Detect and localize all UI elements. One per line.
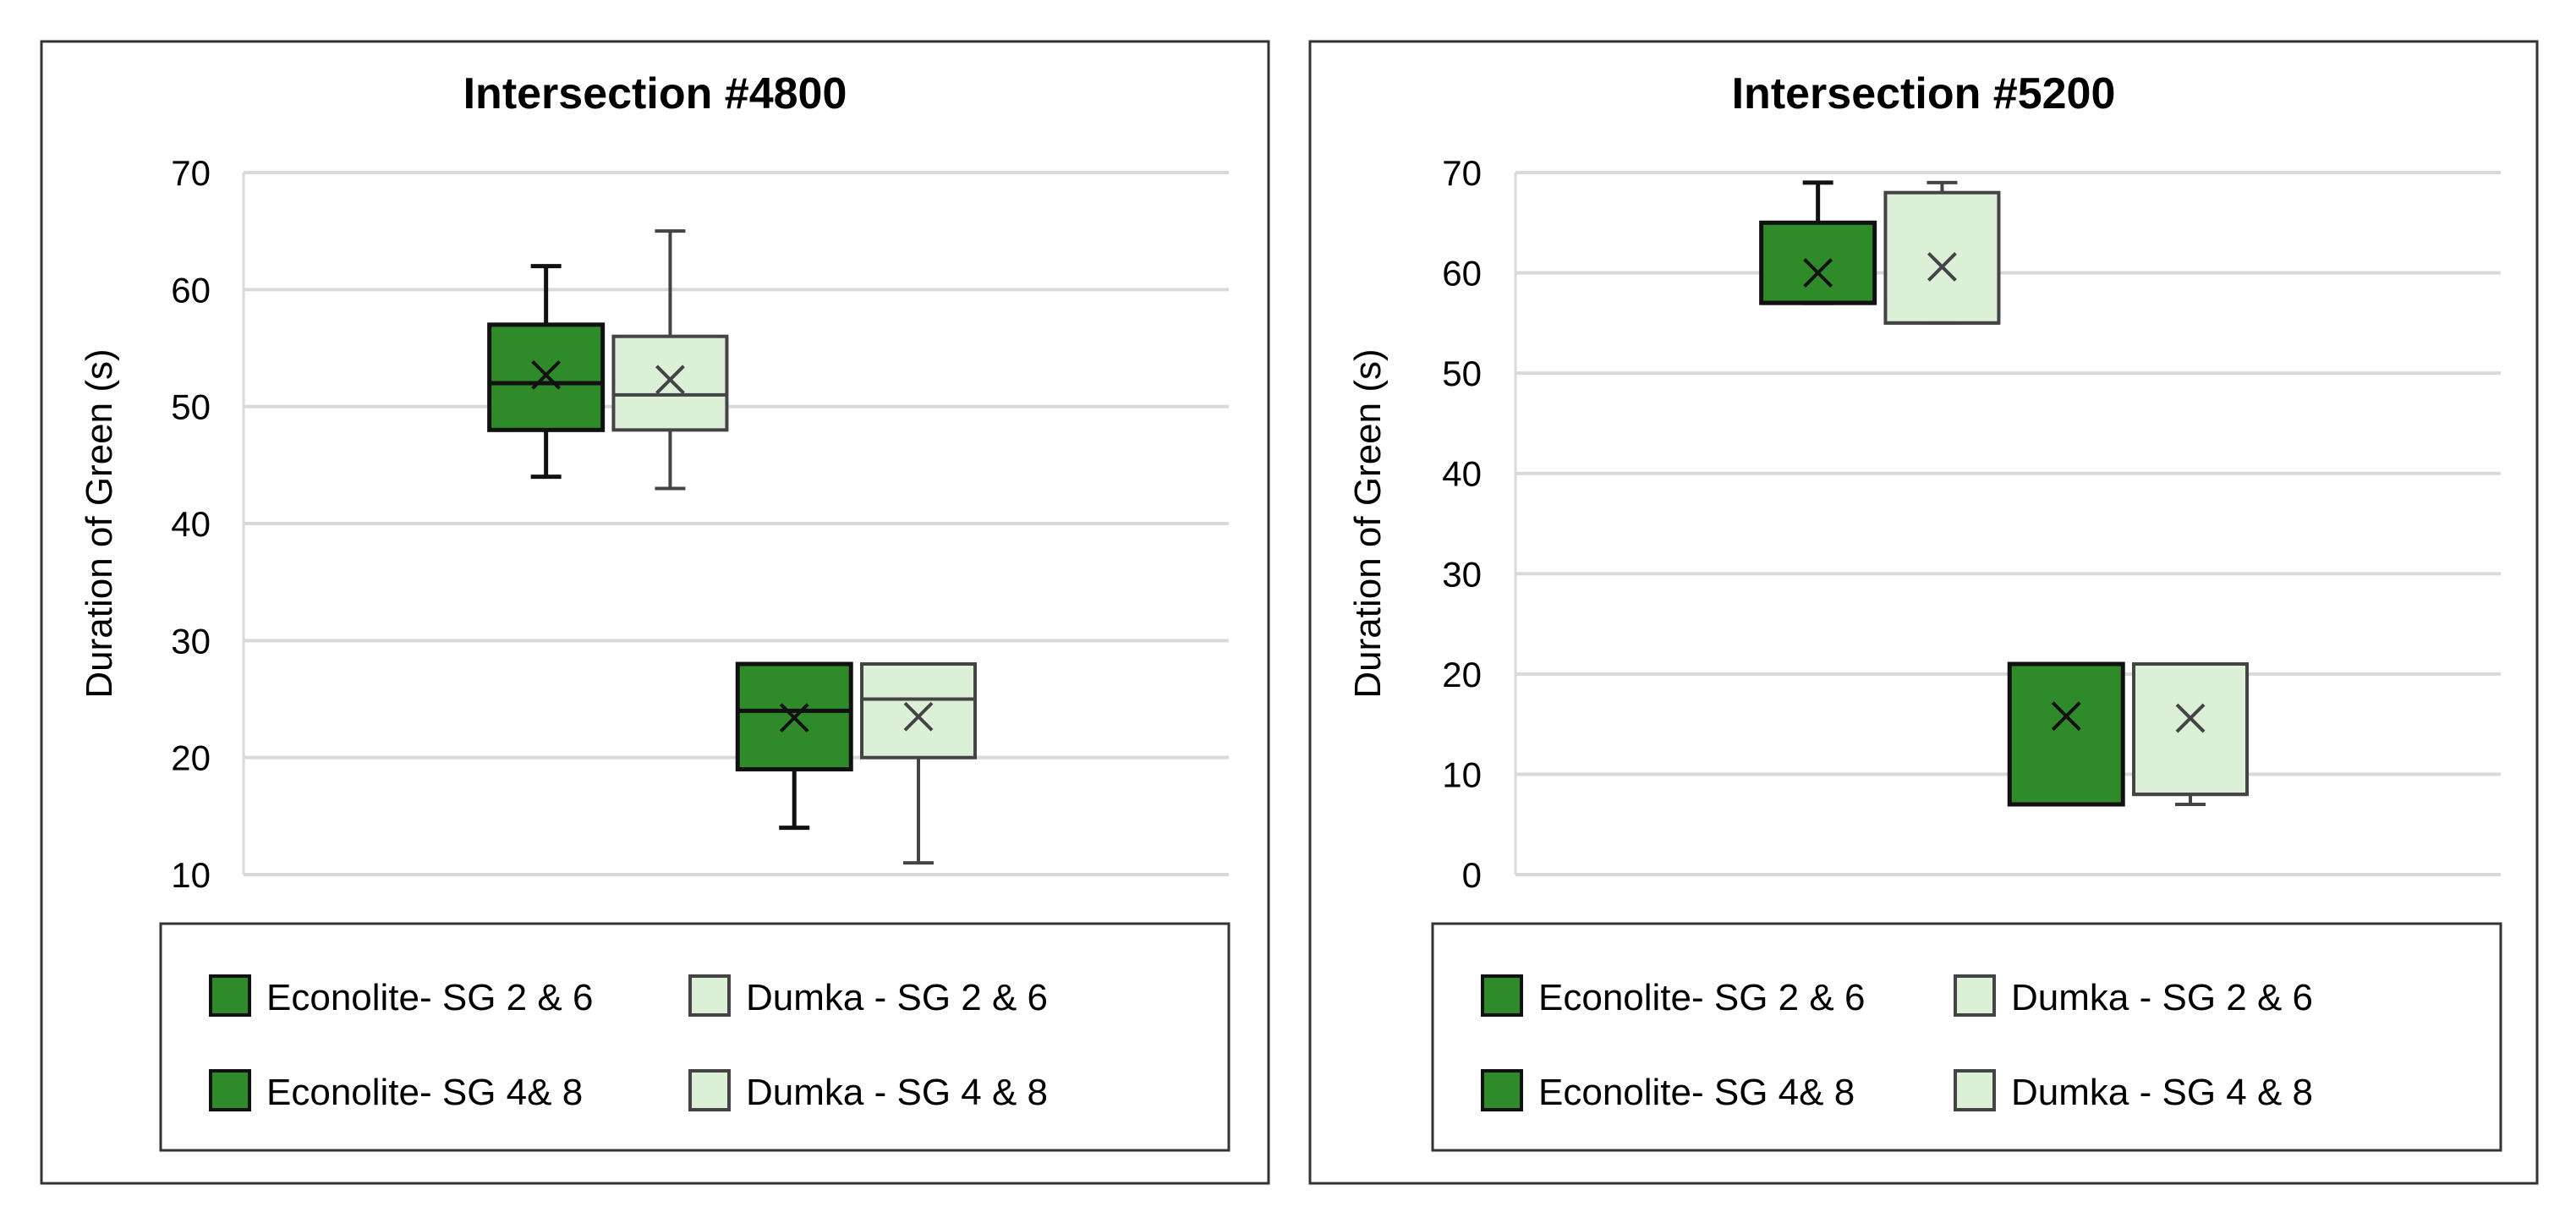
chart-panel-1: Intersection #4800 10 20 30 40 50 60 70 Duration…	[40, 40, 1270, 1185]
legend-swatch-dumka	[688, 1069, 731, 1111]
y-axis-label: Duration of Green (s)	[1347, 348, 1389, 698]
legend-label: Dumka - SG 2 & 6	[746, 977, 1048, 1018]
box-iqr	[1759, 220, 1877, 305]
legend-swatch-econolite	[1481, 974, 1523, 1017]
mean-marker-x	[2175, 703, 2206, 733]
box-iqr	[2132, 662, 2250, 797]
box-econolite-0	[1759, 180, 1877, 305]
legend-box	[1431, 922, 2502, 1152]
chart-title: Intersection #5200	[1732, 69, 2116, 118]
box-dumka-3	[860, 662, 978, 865]
legend-label: Dumka - SG 4 & 8	[2011, 1072, 2313, 1113]
box-dumka-1	[1883, 180, 2001, 325]
legend: Econolite- SG 2 & 6 Dumka - SG 2 & 6 Econo…	[1431, 922, 2502, 1152]
y-tick-label: 20	[171, 738, 211, 778]
box-iqr	[611, 334, 729, 432]
y-tick-label: 40	[1442, 454, 1482, 494]
box-dumka-3	[2132, 662, 2250, 806]
y-tick-label: 50	[171, 387, 211, 427]
y-tick-label: 70	[171, 153, 211, 193]
y-tick-label: 10	[171, 855, 211, 895]
y-axis-label: Duration of Green (s)	[79, 348, 120, 698]
legend-label: Econolite- SG 4& 8	[266, 1072, 583, 1113]
y-tick-label: 40	[171, 504, 211, 544]
box-econolite-0	[487, 264, 606, 480]
legend-label: Econolite- SG 2 & 6	[1538, 977, 1865, 1018]
y-tick-label: 70	[1442, 153, 1482, 193]
y-tick-label: 60	[1442, 254, 1482, 294]
legend-swatch-dumka	[1954, 1069, 1996, 1111]
y-tick-label: 60	[171, 270, 211, 310]
y-tick-label: 30	[171, 621, 211, 661]
box-iqr	[860, 662, 978, 760]
legend-box	[159, 922, 1230, 1152]
legend-swatch-econolite	[1481, 1069, 1523, 1111]
y-tick-label: 30	[1442, 554, 1482, 594]
mean-marker-x	[1803, 258, 1833, 288]
legend: Econolite- SG 2 & 6 Dumka - SG 2 & 6 Econo…	[159, 922, 1230, 1152]
chart-title: Intersection #4800	[463, 69, 847, 118]
mean-marker-x	[2051, 701, 2081, 732]
legend-swatch-dumka	[688, 974, 731, 1017]
legend-label: Econolite- SG 2 & 6	[266, 977, 593, 1018]
box-econolite-2	[735, 661, 853, 831]
mean-marker-x	[655, 365, 685, 395]
mean-marker-x	[903, 701, 934, 732]
chart-panel-2: Intersection #5200 0 10 20 30 40 50 60 70 Duratio…	[1308, 40, 2539, 1185]
mean-marker-x	[1927, 252, 1957, 282]
box-dumka-1	[611, 229, 729, 491]
y-tick-label: 20	[1442, 655, 1482, 694]
legend-label: Econolite- SG 4& 8	[1538, 1072, 1855, 1113]
mean-marker-x	[779, 703, 809, 733]
y-tick-label: 10	[1442, 754, 1482, 794]
box-iqr	[1883, 190, 2001, 325]
mean-marker-x	[531, 359, 562, 390]
legend-swatch-econolite	[209, 1069, 251, 1111]
legend-label: Dumka - SG 2 & 6	[2011, 977, 2313, 1018]
box-iqr	[2007, 661, 2125, 807]
box-econolite-2	[2007, 661, 2125, 807]
legend-label: Dumka - SG 4 & 8	[746, 1072, 1048, 1113]
legend-swatch-dumka	[1954, 974, 1996, 1017]
y-tick-label: 0	[1462, 855, 1482, 895]
legend-swatch-econolite	[209, 974, 251, 1017]
y-tick-label: 50	[1442, 354, 1482, 393]
